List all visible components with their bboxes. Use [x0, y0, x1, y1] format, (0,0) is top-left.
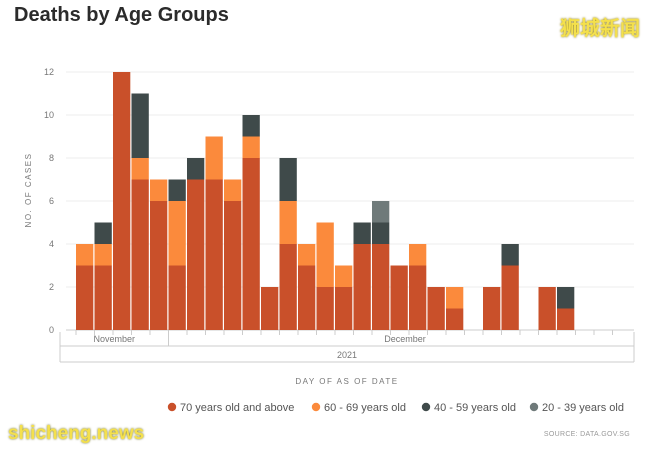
bar-segment-2: [335, 265, 353, 287]
bar-segment-2: [224, 179, 242, 201]
bar-segment-1: [298, 265, 316, 330]
x-year-label: 2021: [337, 350, 357, 360]
bar-segment-1: [409, 265, 427, 330]
legend-label: 20 - 39 years old: [542, 402, 624, 414]
bar-segment-3: [372, 222, 390, 244]
bar-segment-3: [353, 222, 371, 244]
x-group-label: November: [93, 334, 135, 344]
bar-segment-1: [372, 244, 390, 330]
x-axis-title: DAY OF AS OF DATE: [295, 377, 398, 386]
source-note: SOURCE: DATA.GOV.SG: [543, 431, 630, 438]
bar-segment-1: [501, 265, 519, 330]
bar-segment-1: [113, 72, 131, 330]
bar-segment-2: [131, 158, 149, 180]
bar-segment-1: [150, 201, 168, 330]
watermark-bottom: shicheng.news: [8, 423, 145, 444]
bar-segment-1: [557, 308, 575, 330]
bar-segment-2: [279, 201, 297, 244]
bar-segment-3: [501, 244, 519, 266]
bar-segment-1: [279, 244, 297, 330]
bar-segment-1: [76, 265, 94, 330]
bar-segment-1: [316, 287, 334, 330]
bar-segment-2: [76, 244, 94, 266]
bar-segment-1: [427, 287, 445, 330]
bar-segment-1: [205, 179, 223, 330]
legend-item[interactable]: 20 - 39 years old: [529, 402, 624, 414]
bar-segment-2: [446, 287, 464, 309]
legend-swatch: [311, 402, 321, 412]
legend: 70 years old and above 60 - 69 years old 4…: [167, 402, 624, 414]
bar-segment-1: [224, 201, 242, 330]
y-tick-label: 10: [44, 110, 54, 120]
bar-segment-2: [94, 244, 112, 266]
bar-segment-2: [409, 244, 427, 266]
bar-segment-3: [131, 93, 149, 158]
bar-segment-3: [279, 158, 297, 201]
x-group-label: December: [384, 334, 426, 344]
bar-segment-1: [187, 179, 205, 330]
y-axis-title: NO. OF CASES: [24, 153, 33, 228]
bar-segment-1: [335, 287, 353, 330]
page-title: Deaths by Age Groups: [14, 4, 229, 26]
bar-segment-1: [94, 265, 112, 330]
legend-item[interactable]: 70 years old and above: [167, 402, 295, 414]
bar-segment-1: [131, 179, 149, 330]
y-tick-label: 2: [49, 282, 54, 292]
bar-segment-1: [168, 265, 186, 330]
bar-segment-1: [483, 287, 501, 330]
y-tick-label: 6: [49, 196, 54, 206]
bar-segment-3: [557, 287, 575, 309]
bar-segment-3: [94, 222, 112, 244]
bars: [76, 72, 575, 330]
bar-segment-2: [316, 222, 334, 287]
legend-label: 60 - 69 years old: [324, 402, 406, 414]
bar-segment-2: [150, 179, 168, 201]
bar-segment-2: [205, 136, 223, 180]
bar-segment-1: [353, 244, 371, 330]
bar-segment-1: [390, 265, 408, 330]
bar-segment-2: [168, 201, 186, 266]
bar-segment-2: [242, 136, 260, 158]
legend-label: 70 years old and above: [180, 402, 294, 414]
bar-segment-3: [168, 179, 186, 201]
legend-swatch: [167, 402, 177, 412]
bar-segment-3: [187, 158, 205, 180]
bar-segment-4: [372, 201, 390, 223]
bar-segment-1: [446, 308, 464, 330]
bar-segment-1: [242, 158, 260, 330]
legend-item[interactable]: 60 - 69 years old: [311, 402, 406, 414]
legend-item[interactable]: 40 - 59 years old: [421, 402, 516, 414]
y-tick-label: 8: [49, 153, 54, 163]
legend-label: 40 - 59 years old: [434, 402, 516, 414]
y-axis-ticks: 0 2 4 6 8 10 12: [44, 67, 54, 335]
legend-swatch: [529, 402, 539, 412]
bar-segment-2: [298, 244, 316, 266]
legend-swatch: [421, 402, 431, 412]
y-tick-label: 4: [49, 239, 54, 249]
bar-segment-3: [242, 115, 260, 137]
watermark-top: 狮城新闻: [560, 16, 640, 40]
x-axis: November December 2021: [59, 330, 635, 363]
y-tick-label: 0: [49, 325, 54, 335]
y-tick-label: 12: [44, 67, 54, 77]
bar-segment-1: [538, 287, 556, 330]
bar-segment-1: [261, 287, 279, 330]
